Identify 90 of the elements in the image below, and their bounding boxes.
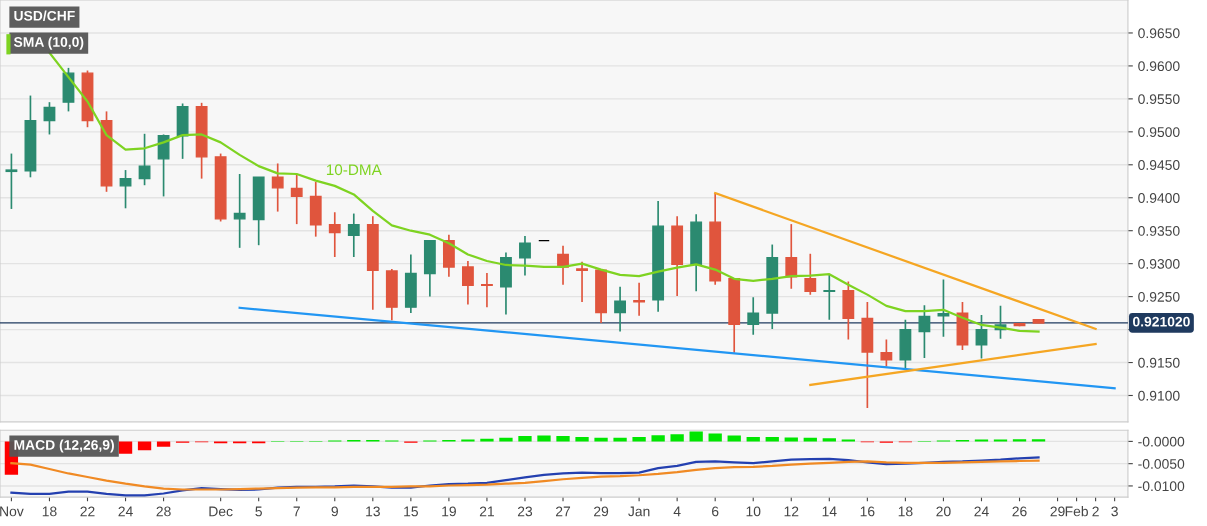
bar (518, 436, 532, 442)
bar (784, 437, 798, 442)
x-tick-label: 19 (442, 506, 456, 517)
bar (632, 436, 646, 442)
y-tick-label: 0.9250 (1138, 291, 1180, 302)
candlestick (328, 211, 341, 258)
x-tick-label: 18 (42, 506, 57, 517)
candlestick (519, 235, 531, 277)
y-tick-label: -0.0100 (1138, 481, 1185, 492)
y-tick-label: 0.9100 (1138, 390, 1180, 401)
y-tick-label: 0.9650 (1138, 28, 1180, 39)
candlestick (138, 132, 151, 187)
candlestick (43, 101, 56, 136)
candlestick (918, 304, 931, 359)
x-tick-label: 29 (1050, 506, 1065, 517)
x-tick-label: 24 (118, 506, 133, 517)
bar (708, 433, 722, 442)
x-tick-label: 15 (404, 506, 418, 517)
text: USD/CHF (14, 10, 75, 21)
candlestick (271, 162, 284, 213)
y-tick-label: 0.9450 (1138, 160, 1180, 170)
candlestick (119, 169, 132, 210)
candlestick (157, 133, 170, 198)
line-series (48, 51, 1040, 333)
candlestick (747, 296, 760, 336)
x-tick-label: 14 (822, 506, 837, 517)
x-tick-label: Jan (628, 506, 650, 517)
bar (575, 436, 589, 442)
bar (651, 435, 665, 442)
x-tick-label: 12 (784, 506, 799, 517)
text: MACD (12,26,9) (14, 439, 114, 453)
y-tick-label: 0.9400 (1138, 193, 1180, 203)
x-tick-label: 16 (860, 506, 875, 517)
x-tick-label: 13 (366, 506, 380, 517)
x-tick-label: 27 (555, 506, 571, 517)
x-tick-label: Nov (0, 506, 24, 517)
line-series (10, 459, 1040, 491)
candlestick (461, 260, 474, 306)
x-tick-label: Dec (209, 506, 233, 517)
x-tick-label: 2 (1092, 506, 1099, 517)
candlestick (233, 173, 246, 249)
bar (537, 435, 551, 442)
bar (556, 436, 570, 442)
y-tick-label: 0.9300 (1138, 258, 1180, 269)
candlestick (347, 212, 360, 258)
x-tick-label: 3 (1111, 506, 1118, 517)
y-tick-label: 0.9600 (1138, 61, 1180, 72)
candlestick (975, 314, 988, 360)
candlestick (785, 223, 798, 290)
y-tick-label: 0.9350 (1138, 226, 1180, 236)
y-tick-label: 0.9550 (1138, 94, 1180, 105)
bar (137, 441, 152, 451)
x-tick-label: 29 (594, 506, 609, 517)
candlestick (481, 272, 493, 308)
x-tick-label: 6 (712, 506, 719, 517)
x-tick-label: 26 (1012, 506, 1027, 517)
x-tick-label: Feb (1065, 506, 1088, 517)
x-tick-label: 4 (673, 506, 681, 517)
bar (670, 434, 684, 442)
line-series (10, 456, 1040, 497)
x-tick-label: 28 (156, 506, 171, 517)
bar (118, 441, 133, 454)
y-tick-label: 0.9150 (1138, 357, 1180, 368)
x-tick-label: 23 (517, 506, 533, 517)
x-tick-label: 21 (479, 506, 494, 517)
x-tick-label: 20 (936, 506, 951, 517)
ref-line-label: 0.921020 (1133, 316, 1190, 327)
y-tick-label: -0.0050 (1138, 459, 1185, 469)
candlestick (823, 274, 836, 321)
legend-label: SMA (10,0) (13, 36, 84, 50)
candlestick (290, 173, 303, 225)
x-tick-label: 18 (898, 506, 913, 517)
annotation: 10-DMA (326, 164, 382, 176)
x-tick-label: 5 (255, 506, 262, 517)
y-tick-label: 0.9500 (1138, 127, 1180, 137)
x-tick-label: 22 (80, 506, 95, 517)
bar (822, 438, 836, 442)
y-tick-label: -0.0000 (1138, 436, 1185, 447)
bar (689, 431, 703, 442)
candlestick (614, 285, 627, 333)
x-tick-label: 7 (293, 506, 300, 517)
candlestick (633, 281, 646, 317)
candlestick (880, 338, 893, 368)
x-tick-label: 10 (746, 506, 761, 517)
x-tick-label: 9 (331, 506, 338, 517)
candlestick (5, 152, 18, 210)
candlestick (576, 260, 588, 303)
x-tick-label: 24 (974, 506, 989, 517)
bar (156, 441, 171, 447)
candlestick (804, 252, 817, 296)
